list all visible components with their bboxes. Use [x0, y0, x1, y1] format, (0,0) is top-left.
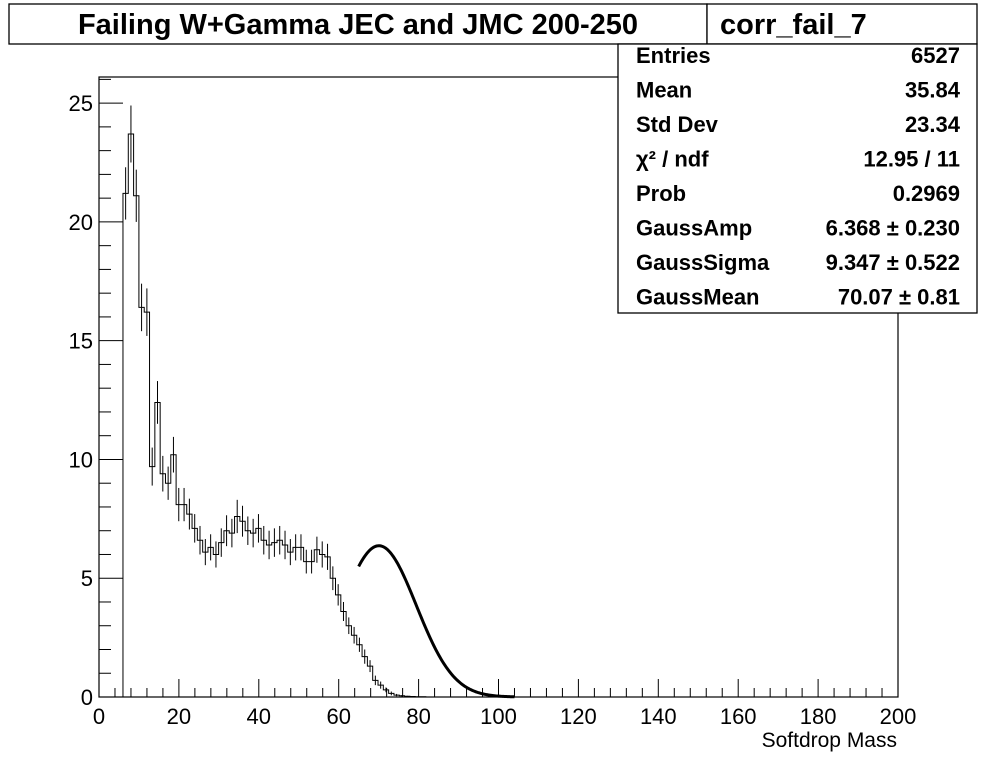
fit-curve — [357, 544, 515, 699]
stats-row-label: GaussAmp — [636, 216, 752, 241]
chart-title: Failing W+Gamma JEC and JMC 200-250 — [78, 9, 638, 41]
x-tick-label: 200 — [880, 704, 917, 729]
x-tick-label: 80 — [406, 704, 430, 729]
x-tick-label: 180 — [800, 704, 837, 729]
stats-row-value: 23.34 — [905, 112, 961, 137]
y-tick-label: 5 — [81, 566, 93, 591]
stats-row-value: 70.07 ± 0.81 — [838, 285, 960, 310]
stats-box-name: corr_fail_7 — [720, 9, 867, 41]
gauss-fit-curve — [357, 544, 515, 699]
stats-name-box — [706, 3, 978, 45]
error-bars — [125, 105, 424, 697]
stats-row-value: 12.95 / 11 — [863, 147, 960, 172]
x-tick-label: 40 — [247, 704, 271, 729]
x-tick-label: 100 — [480, 704, 517, 729]
stats-row-value: 6.368 ± 0.230 — [826, 216, 960, 241]
histogram-outline — [122, 133, 432, 698]
y-tick-label: 0 — [81, 685, 93, 710]
histogram-bars — [122, 133, 432, 698]
stats-box: corr_fail_7 Entries 6527 Mean 35.84 Std Dev 2… — [617, 3, 978, 314]
stats-row-label: Mean — [636, 78, 692, 103]
y-tick-label: 15 — [69, 329, 93, 354]
axes: 0 20 40 60 80 100 120 140 160 180 200 0 5 10 15 20 25 — [69, 78, 917, 729]
stats-row-label: GaussSigma — [636, 250, 770, 275]
stats-row-label: Prob — [636, 181, 686, 206]
x-tick-label: 140 — [640, 704, 677, 729]
stats-row-value: 9.347 ± 0.522 — [826, 250, 960, 275]
stats-row-label: Std Dev — [636, 112, 719, 137]
x-axis-label: Softdrop Mass — [762, 729, 897, 752]
y-tick-label: 10 — [69, 447, 93, 472]
x-tick-label: 0 — [93, 704, 105, 729]
stats-values-box — [617, 43, 978, 314]
stats-row-value: 0.2969 — [893, 181, 960, 206]
y-tick-label: 25 — [69, 91, 93, 116]
stats-row-label: Entries — [636, 43, 711, 68]
stats-row-value: 6527 — [911, 43, 960, 68]
y-tick-label: 20 — [69, 210, 93, 235]
x-tick-label: 20 — [167, 704, 191, 729]
x-tick-label: 120 — [560, 704, 597, 729]
x-tick-label: 160 — [720, 704, 757, 729]
stats-row-label: GaussMean — [636, 285, 760, 310]
x-tick-label: 60 — [326, 704, 350, 729]
stats-row-label: χ² / ndf — [636, 147, 709, 172]
stats-row-value: 35.84 — [905, 78, 961, 103]
title-box — [8, 3, 708, 45]
